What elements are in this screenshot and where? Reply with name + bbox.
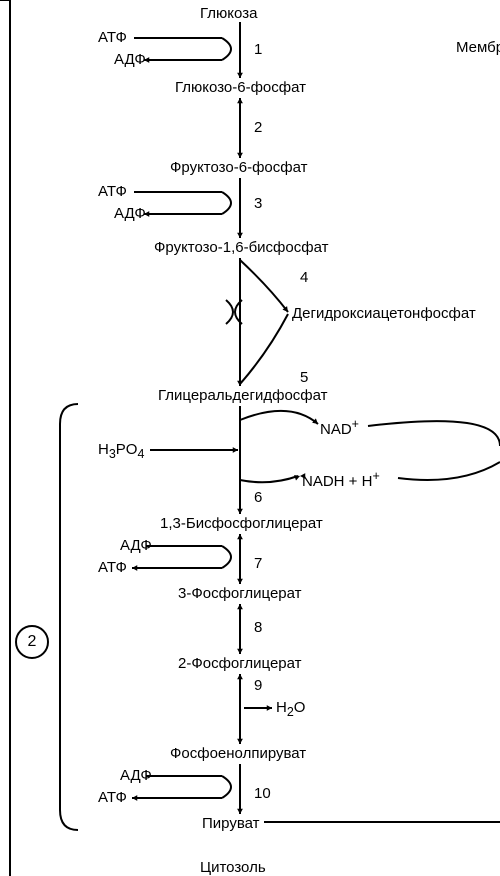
atp2: АТФ <box>98 184 127 201</box>
m5: Глицеральдегидфосфат <box>158 388 328 405</box>
step-5: 5 <box>300 370 308 387</box>
m0: Глюкоза <box>200 6 257 23</box>
step-7: 7 <box>254 556 262 573</box>
step-10: 10 <box>254 786 271 803</box>
h3po4: H3PO4 <box>98 442 144 462</box>
step-6: 6 <box>254 490 262 507</box>
atp1: АТФ <box>98 30 127 47</box>
m8: 2-Фосфоглицерат <box>178 656 302 673</box>
m6: 1,3-Бисфосфоглицерат <box>160 516 323 533</box>
atp3: АТФ <box>98 560 127 577</box>
h2o: H2O <box>276 700 305 720</box>
adp2: АДФ <box>114 206 146 223</box>
step-9: 9 <box>254 678 262 695</box>
step-2: 2 <box>254 120 262 137</box>
step-8: 8 <box>254 620 262 637</box>
adp4: АДФ <box>120 768 152 785</box>
adp3: АДФ <box>120 538 152 555</box>
nadp: NAD+ <box>320 418 359 439</box>
m9: Фосфоенолпируват <box>170 746 306 763</box>
phase-2-badge: 2 <box>15 625 49 659</box>
adp1: АДФ <box>114 52 146 69</box>
atp4: АТФ <box>98 790 127 807</box>
m2: Фруктозо-6-фосфат <box>170 160 307 177</box>
m3: Фруктозо-1,6-бисфосфат <box>154 240 328 257</box>
glycolysis-diagram: { "canvas": {"w":500,"h":876,"bg":"#ffff… <box>0 0 500 876</box>
nadh: NADH + H+ <box>302 470 380 491</box>
m10: Пируват <box>202 816 260 833</box>
step-4: 4 <box>300 270 308 287</box>
m7: 3-Фосфоглицерат <box>178 586 302 603</box>
membr: Мембр <box>456 40 500 57</box>
phase-2-number: 2 <box>28 633 37 651</box>
cyt: Цитозоль <box>200 860 266 876</box>
m1: Глюкозо-6-фосфат <box>175 80 306 97</box>
step-3: 3 <box>254 196 262 213</box>
step-1: 1 <box>254 42 262 59</box>
m4: Дегидроксиацетонфосфат <box>292 306 476 323</box>
